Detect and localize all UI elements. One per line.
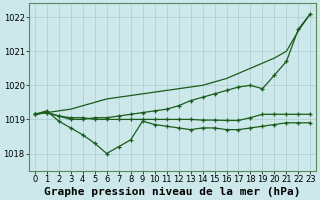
X-axis label: Graphe pression niveau de la mer (hPa): Graphe pression niveau de la mer (hPa): [44, 186, 301, 197]
